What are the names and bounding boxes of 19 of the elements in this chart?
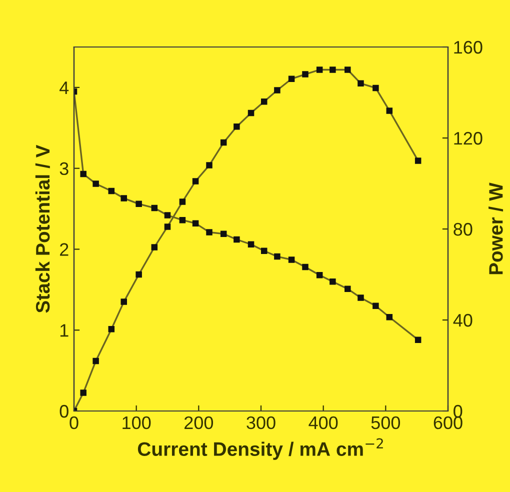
y2-tick-label: 40 — [453, 314, 472, 327]
y-axis-title: Stack Potential / V — [35, 144, 50, 313]
x-axis-title: Current Density / mA cm$^{−2}$ — [138, 438, 383, 460]
x-tick-label: 300 — [246, 416, 276, 430]
x-tick-label: 100 — [122, 416, 151, 430]
y-tick-label: 4 — [60, 82, 69, 94]
y-tick-label: 3 — [60, 162, 68, 176]
y2-tick-label: 120 — [454, 132, 482, 145]
x-tick-label: 400 — [308, 416, 338, 430]
y-tick-label: 2 — [60, 243, 68, 256]
x-tick-label: 600 — [434, 416, 462, 430]
x-tick-label: 0 — [70, 416, 78, 430]
x-tick-label: 200 — [184, 416, 214, 430]
y2-tick-label: 160 — [454, 40, 482, 54]
y2-axis-title: Power / W — [488, 182, 504, 274]
y-tick-label: 0 — [60, 404, 68, 418]
x-tick-label: 500 — [371, 416, 400, 430]
y2-tick-label: 80 — [454, 222, 472, 236]
y-tick-label: 1 — [60, 324, 68, 337]
